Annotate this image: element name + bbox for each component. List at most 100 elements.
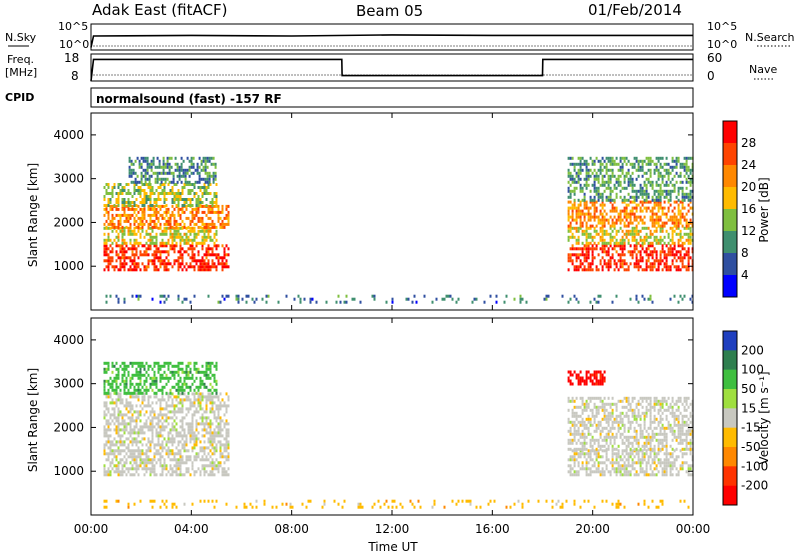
power-cell xyxy=(599,247,602,251)
power-cell xyxy=(141,244,144,248)
power-cell xyxy=(150,174,153,178)
velocity-cell xyxy=(649,473,652,477)
velocity-cell xyxy=(599,444,602,448)
velocity-cell xyxy=(193,410,196,414)
power-cell xyxy=(671,168,674,172)
velocity-cell xyxy=(137,416,140,420)
power-cell xyxy=(153,265,156,269)
velocity-cell xyxy=(171,364,174,368)
velocity-cell xyxy=(595,470,598,474)
velocity-cell xyxy=(189,440,192,444)
velocity-cell xyxy=(181,382,184,386)
power-cell xyxy=(653,189,656,193)
power-cell xyxy=(685,186,688,190)
power-cell xyxy=(155,216,158,220)
velocity-cell xyxy=(209,398,212,402)
power-cell xyxy=(111,192,114,195)
velocity-cell xyxy=(189,455,192,459)
velocity-cell xyxy=(225,419,228,423)
velocity-cell xyxy=(145,455,148,459)
velocity-cell xyxy=(615,414,618,418)
velocity-cell xyxy=(669,426,672,430)
power-cell xyxy=(205,253,208,257)
power-cell xyxy=(179,250,182,254)
power-cell xyxy=(180,156,183,160)
power-cell xyxy=(685,156,688,160)
velocity-cell xyxy=(163,364,166,368)
power-cell xyxy=(575,174,578,178)
power-cell xyxy=(187,198,190,201)
velocity-cell xyxy=(179,440,182,444)
velocity-cell xyxy=(597,408,600,412)
velocity-cell xyxy=(209,422,212,426)
power-cell xyxy=(649,183,652,187)
velocity-cell xyxy=(135,464,138,468)
power-cell xyxy=(109,219,112,223)
velocity-cell xyxy=(627,414,630,418)
power-cell xyxy=(177,201,180,204)
power-cell xyxy=(567,224,570,228)
velocity-cell xyxy=(611,396,614,400)
power-cell xyxy=(139,201,142,204)
power-cell xyxy=(671,262,674,266)
velocity-cell xyxy=(573,438,576,442)
power-cell xyxy=(105,259,108,263)
velocity-cell xyxy=(139,464,142,468)
velocity-cell xyxy=(169,361,172,365)
power-cell xyxy=(121,250,124,254)
velocity-cell xyxy=(609,417,612,421)
power-cell xyxy=(115,229,118,233)
velocity-cell xyxy=(199,440,202,444)
velocity-cell xyxy=(213,440,216,444)
velocity-cell xyxy=(603,449,606,453)
velocity-cell xyxy=(207,364,210,368)
velocity-cell xyxy=(611,452,614,456)
velocity-cell xyxy=(185,407,188,411)
power-cell xyxy=(681,162,684,166)
velocity-cell xyxy=(215,431,218,435)
velocity-cell xyxy=(147,467,150,471)
velocity-cell xyxy=(113,413,116,417)
power-cell xyxy=(569,221,572,225)
velocity-cell xyxy=(185,461,188,465)
velocity-cell xyxy=(203,382,206,386)
power-cell xyxy=(152,156,155,160)
velocity-cell xyxy=(571,467,574,471)
power-cell xyxy=(127,226,130,230)
velocity-cell xyxy=(609,402,612,406)
power-cell xyxy=(665,171,668,175)
velocity-cell xyxy=(171,467,174,471)
velocity-cell xyxy=(657,423,660,427)
velocity-cell xyxy=(583,423,586,427)
power-cell xyxy=(215,210,218,214)
velocity-cell xyxy=(135,422,138,426)
power-cell xyxy=(651,212,654,216)
power-cell xyxy=(209,210,212,214)
power-cell xyxy=(687,247,690,251)
velocity-cell xyxy=(583,438,586,442)
power-cell xyxy=(603,165,606,169)
power-cell xyxy=(217,244,220,248)
power-cell xyxy=(182,174,185,178)
velocity-cell xyxy=(645,405,648,409)
velocity-cell xyxy=(123,419,126,423)
velocity-cell xyxy=(569,447,572,451)
velocity-cell xyxy=(663,467,666,471)
velocity-cell xyxy=(663,470,666,474)
power-cell xyxy=(583,198,586,202)
velocity-cell xyxy=(177,458,180,462)
velocity-cell xyxy=(161,470,164,474)
velocity-cell xyxy=(165,407,168,411)
velocity-cell xyxy=(107,434,110,438)
power-cell xyxy=(685,192,688,196)
power-cell xyxy=(207,247,210,251)
velocity-cell xyxy=(577,452,580,456)
power-cell xyxy=(135,262,138,266)
power-cell xyxy=(143,250,146,254)
velocity-cell xyxy=(207,452,210,456)
velocity-cell xyxy=(597,452,600,456)
power-cell xyxy=(169,192,172,195)
velocity-cell xyxy=(143,364,146,368)
power-cell xyxy=(625,224,628,228)
velocity-cell xyxy=(201,392,204,396)
